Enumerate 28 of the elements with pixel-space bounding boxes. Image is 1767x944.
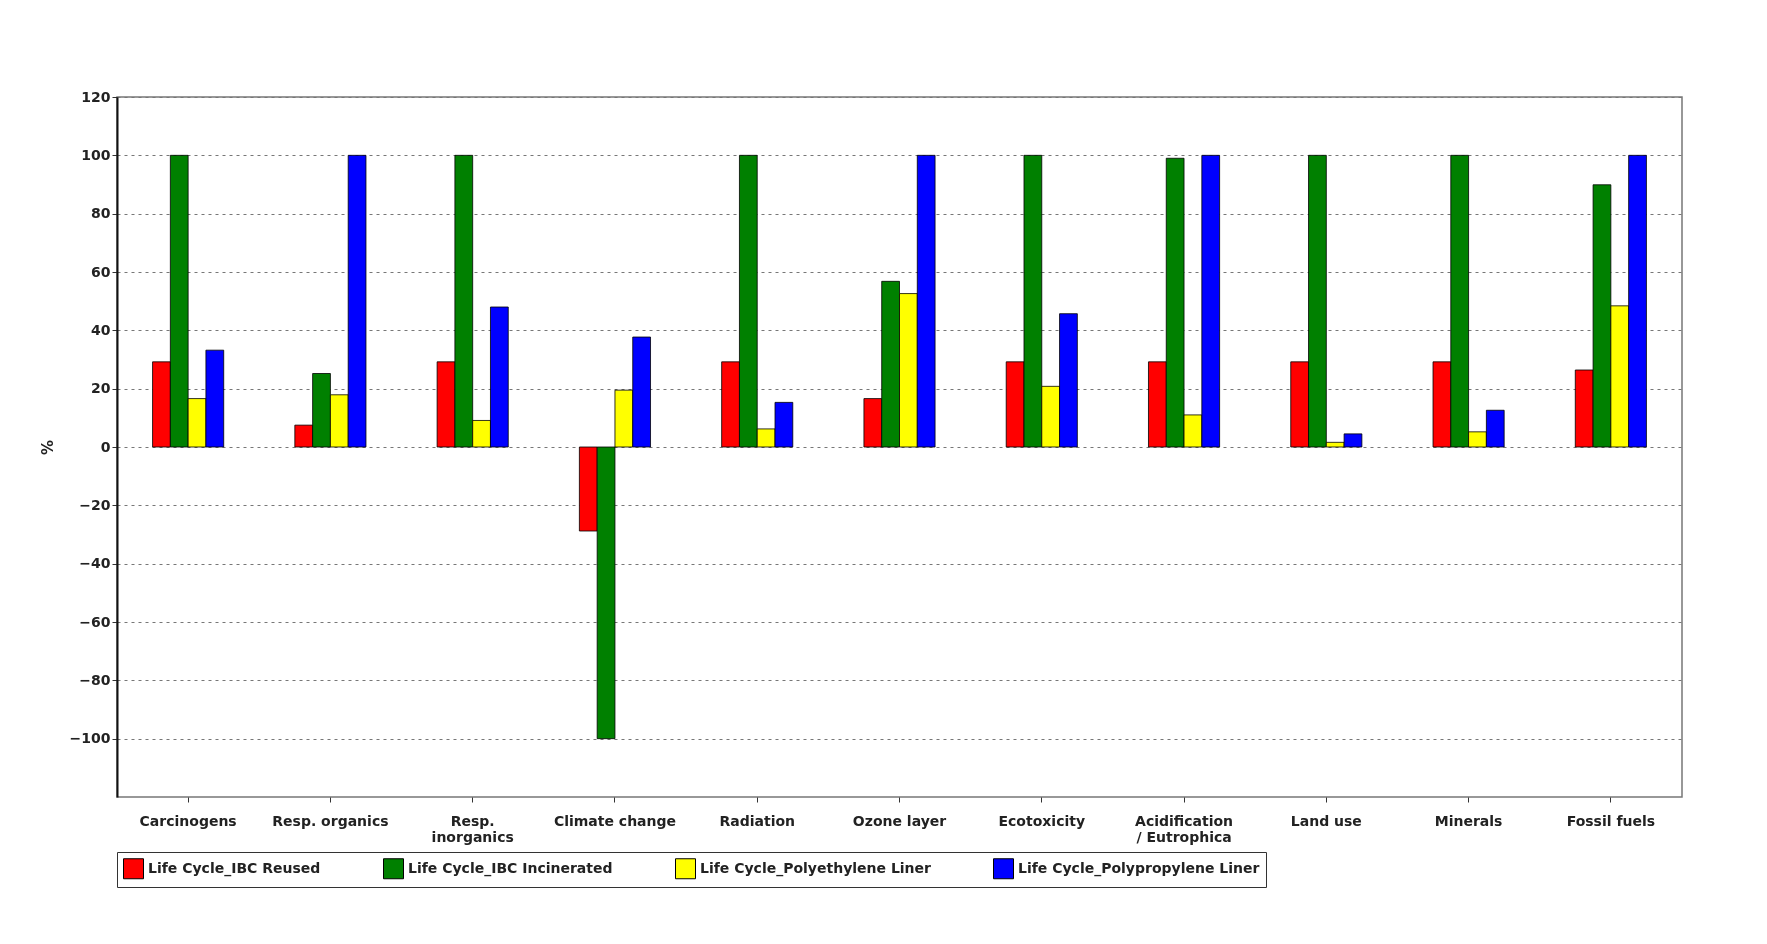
y-tick-label: 40 <box>91 321 111 338</box>
legend-label: Life Cycle_IBC Incinerated <box>408 859 613 877</box>
y-axis-title: % <box>38 439 57 456</box>
x-tick-label: Fossil fuels <box>1566 812 1656 829</box>
y-tick-label: 120 <box>81 88 111 105</box>
legend-label: Life Cycle_Polyethylene Liner <box>700 859 932 877</box>
y-tick-label: 80 <box>91 205 111 222</box>
legend-label: Life Cycle_IBC Reused <box>148 859 321 877</box>
x-tick-label: Carcinogens <box>139 812 237 829</box>
y-tick-label: −80 <box>79 671 111 688</box>
x-tick-label: Resp. organics <box>272 812 389 829</box>
x-tick-label: Land use <box>1290 812 1362 829</box>
legend-label: Life Cycle_Polypropylene Liner <box>1018 859 1260 877</box>
y-tick-label: 20 <box>91 380 111 397</box>
y-tick-label: 0 <box>100 438 111 455</box>
x-tick-label: Climate change <box>553 812 677 829</box>
y-tick-label: −20 <box>79 496 111 513</box>
y-tick-label: 100 <box>81 146 111 163</box>
x-tick-label: Radiation <box>719 812 796 829</box>
y-tick-label: −60 <box>79 613 111 630</box>
x-tick-label: Minerals <box>1434 812 1503 829</box>
x-tick-label: Resp. inorganics <box>431 812 514 845</box>
y-tick-label: 60 <box>91 263 111 280</box>
y-tick-label: −100 <box>69 730 111 747</box>
y-tick-label: −40 <box>79 555 111 572</box>
x-tick-label: Acidification / Eutrophica <box>1135 812 1234 845</box>
x-tick-label: Ecotoxicity <box>998 812 1086 829</box>
x-tick-label: Ozone layer <box>852 812 947 829</box>
